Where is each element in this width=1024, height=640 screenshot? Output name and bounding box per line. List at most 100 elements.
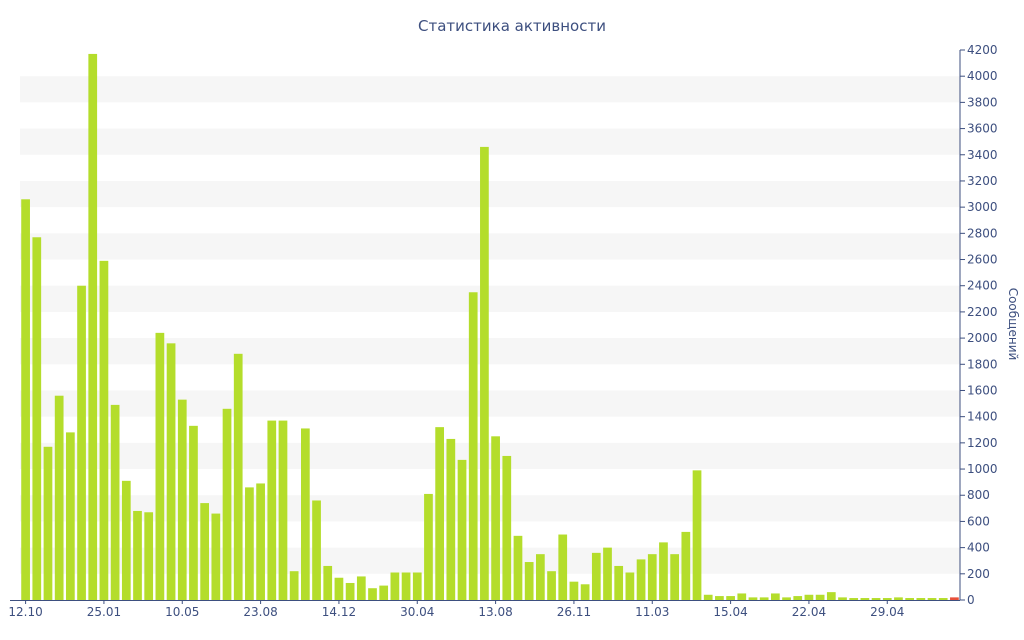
bar[interactable] (569, 581, 579, 600)
bar[interactable] (636, 559, 646, 600)
bar[interactable] (155, 332, 165, 600)
bar[interactable] (703, 594, 713, 600)
bar[interactable] (289, 571, 299, 600)
bar[interactable] (323, 565, 333, 600)
bar[interactable] (547, 571, 556, 600)
bar[interactable] (379, 585, 389, 600)
bar[interactable] (860, 598, 870, 600)
bar[interactable] (233, 353, 243, 600)
bar[interactable] (345, 582, 355, 600)
y-tick-label: 3200 (967, 174, 998, 188)
bar[interactable] (502, 455, 512, 600)
bar[interactable] (54, 395, 64, 600)
bar[interactable] (871, 598, 881, 600)
bar[interactable] (21, 199, 30, 601)
grid-bands (20, 76, 960, 574)
bar[interactable] (793, 596, 803, 600)
bar[interactable] (457, 459, 467, 600)
bar[interactable] (88, 53, 98, 600)
bar[interactable] (189, 425, 198, 600)
bar[interactable] (334, 577, 344, 600)
grid-band (20, 390, 960, 417)
y-tick-label: 3000 (967, 200, 998, 214)
bar[interactable] (177, 399, 187, 600)
bar[interactable] (815, 594, 825, 600)
bar[interactable] (927, 598, 937, 600)
bar[interactable] (726, 596, 735, 600)
bar[interactable] (748, 597, 758, 600)
bar[interactable] (905, 598, 915, 600)
bar[interactable] (446, 438, 456, 600)
grid-band (20, 442, 960, 470)
y-tick-label: 3400 (967, 148, 998, 162)
bar[interactable] (558, 534, 568, 600)
bar[interactable] (222, 408, 232, 600)
bar[interactable] (804, 594, 814, 600)
bar[interactable] (950, 597, 959, 600)
bar[interactable] (524, 562, 534, 600)
bar[interactable] (43, 446, 53, 600)
bar[interactable] (401, 572, 411, 601)
bar[interactable] (77, 285, 86, 600)
bar[interactable] (759, 597, 769, 600)
bar[interactable] (770, 593, 780, 600)
grid-band (20, 76, 960, 103)
bar[interactable] (603, 547, 612, 600)
bar[interactable] (368, 588, 377, 600)
bar[interactable] (513, 535, 523, 600)
bar[interactable] (535, 554, 545, 600)
bar[interactable] (647, 554, 657, 600)
bar[interactable] (200, 503, 210, 600)
bar[interactable] (614, 565, 624, 600)
bar[interactable] (424, 493, 433, 600)
grid-band (20, 547, 960, 574)
x-tick-label: 13.08 (478, 605, 512, 619)
y-tick-label: 400 (967, 541, 990, 555)
bar[interactable] (300, 428, 310, 600)
bar[interactable] (166, 343, 176, 600)
bar[interactable] (121, 480, 131, 600)
y-tick-label: 1000 (967, 462, 998, 476)
bar[interactable] (692, 470, 702, 600)
bar[interactable] (245, 487, 254, 600)
bar[interactable] (211, 513, 221, 600)
bar[interactable] (580, 584, 590, 600)
bar[interactable] (312, 500, 321, 600)
bar[interactable] (737, 593, 747, 600)
bar[interactable] (278, 420, 288, 600)
bar[interactable] (256, 483, 265, 600)
bar[interactable] (826, 592, 836, 600)
bar[interactable] (144, 512, 154, 600)
x-tick-label: 29.04 (870, 605, 904, 619)
bar[interactable] (591, 552, 601, 600)
bar[interactable] (715, 596, 724, 600)
bar[interactable] (480, 146, 489, 600)
bar[interactable] (625, 572, 635, 601)
bar[interactable] (468, 292, 478, 600)
bar[interactable] (849, 598, 859, 600)
bar[interactable] (267, 420, 277, 600)
bar[interactable] (99, 260, 109, 600)
bar[interactable] (782, 597, 791, 600)
bar[interactable] (356, 576, 366, 600)
bar[interactable] (435, 427, 445, 600)
x-tick-label: 10.05 (165, 605, 199, 619)
bar[interactable] (110, 404, 120, 600)
bar[interactable] (681, 531, 691, 600)
bar[interactable] (659, 542, 668, 600)
bar[interactable] (882, 598, 892, 600)
bar[interactable] (838, 597, 847, 600)
bar[interactable] (412, 572, 422, 601)
bar[interactable] (938, 598, 948, 600)
bar[interactable] (65, 432, 75, 600)
grid-band (20, 338, 960, 365)
bar[interactable] (894, 597, 903, 600)
bar[interactable] (133, 510, 142, 600)
y-tick-label: 1600 (967, 383, 998, 397)
bar[interactable] (670, 554, 680, 600)
bar[interactable] (32, 237, 42, 600)
x-tick-label: 23.08 (243, 605, 277, 619)
bar[interactable] (390, 572, 400, 601)
bar[interactable] (916, 598, 926, 600)
bar[interactable] (491, 436, 500, 600)
